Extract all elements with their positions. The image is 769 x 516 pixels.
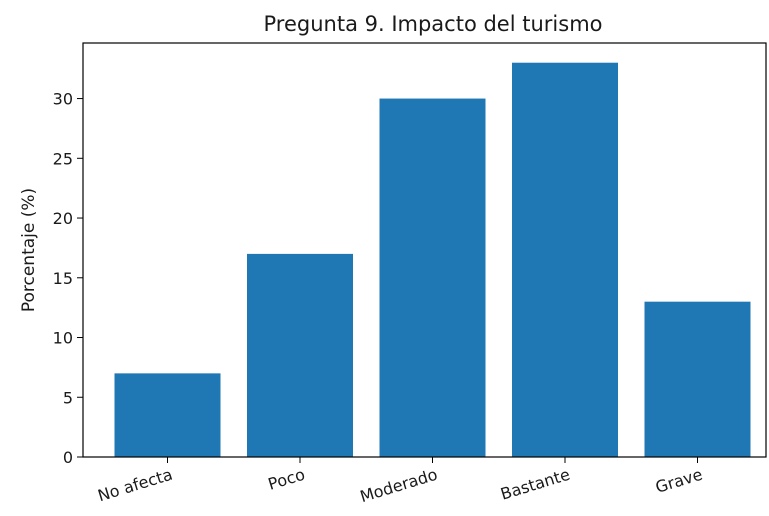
y-ticks-group: 0 5 10 15 20 25 30 [53,90,83,467]
x-ticks-group: No afecta Poco Moderado Bastante Grave [95,457,705,507]
y-tick-label: 25 [53,149,73,168]
x-tick-label: No afecta [95,465,174,506]
bar-poco [247,253,353,457]
y-tick-label: 15 [53,269,73,288]
y-tick-label: 10 [53,329,73,348]
x-tick-label: Moderado [358,465,440,507]
y-tick-label: 5 [63,388,73,407]
y-tick-label: 30 [53,90,73,109]
y-axis-label: Porcentaje (%) [19,188,39,312]
bars-group [114,62,751,457]
bar-no-afecta [114,373,221,457]
bar-moderado [379,98,486,457]
y-tick-label: 20 [53,209,73,228]
plot-frame [82,42,767,458]
x-tick-label: Bastante [498,465,572,504]
chart-title: Pregunta 9. Impacto del turismo [264,12,603,36]
x-tick-label: Poco [266,465,307,494]
bar-bastante [512,62,618,457]
x-tick-label: Grave [653,465,705,497]
y-tick-label: 0 [63,448,73,467]
bar-grave [644,301,751,457]
